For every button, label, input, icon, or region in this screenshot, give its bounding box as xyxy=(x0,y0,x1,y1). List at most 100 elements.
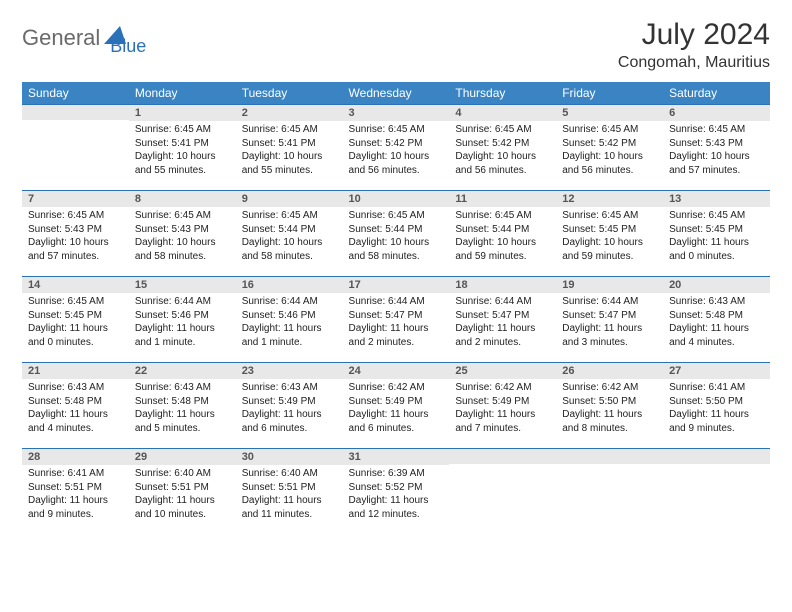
calendar-cell: 1Sunrise: 6:45 AMSunset: 5:41 PMDaylight… xyxy=(129,104,236,190)
month-title: July 2024 xyxy=(618,18,770,52)
sunset-text: Sunset: 5:52 PM xyxy=(349,481,444,495)
sunset-text: Sunset: 5:43 PM xyxy=(135,223,230,237)
sunrise-text: Sunrise: 6:45 AM xyxy=(242,123,337,137)
day-number: 23 xyxy=(236,362,343,379)
day-number: 25 xyxy=(449,362,556,379)
sunrise-text: Sunrise: 6:41 AM xyxy=(669,381,764,395)
day-details: Sunrise: 6:43 AMSunset: 5:48 PMDaylight:… xyxy=(663,293,770,353)
sunrise-text: Sunrise: 6:45 AM xyxy=(28,209,123,223)
day-details: Sunrise: 6:45 AMSunset: 5:44 PMDaylight:… xyxy=(236,207,343,267)
sunset-text: Sunset: 5:51 PM xyxy=(242,481,337,495)
logo: General Blue xyxy=(22,18,146,57)
daylight-text: Daylight: 11 hours and 2 minutes. xyxy=(455,322,550,349)
calendar-cell: 29Sunrise: 6:40 AMSunset: 5:51 PMDayligh… xyxy=(129,448,236,534)
calendar-cell: 23Sunrise: 6:43 AMSunset: 5:49 PMDayligh… xyxy=(236,362,343,448)
calendar-cell xyxy=(22,104,129,190)
day-number: 19 xyxy=(556,276,663,293)
sunset-text: Sunset: 5:44 PM xyxy=(455,223,550,237)
day-details: Sunrise: 6:45 AMSunset: 5:44 PMDaylight:… xyxy=(449,207,556,267)
sunset-text: Sunset: 5:50 PM xyxy=(669,395,764,409)
day-number: 2 xyxy=(236,104,343,121)
sunrise-text: Sunrise: 6:42 AM xyxy=(562,381,657,395)
calendar-cell: 5Sunrise: 6:45 AMSunset: 5:42 PMDaylight… xyxy=(556,104,663,190)
sunset-text: Sunset: 5:41 PM xyxy=(242,137,337,151)
calendar-cell: 27Sunrise: 6:41 AMSunset: 5:50 PMDayligh… xyxy=(663,362,770,448)
day-number: 17 xyxy=(343,276,450,293)
daylight-text: Daylight: 10 hours and 59 minutes. xyxy=(455,236,550,263)
sunset-text: Sunset: 5:43 PM xyxy=(669,137,764,151)
sunrise-text: Sunrise: 6:45 AM xyxy=(669,123,764,137)
day-details: Sunrise: 6:44 AMSunset: 5:47 PMDaylight:… xyxy=(343,293,450,353)
day-details: Sunrise: 6:45 AMSunset: 5:43 PMDaylight:… xyxy=(129,207,236,267)
day-number: 13 xyxy=(663,190,770,207)
empty-day-header xyxy=(663,448,770,464)
day-details: Sunrise: 6:42 AMSunset: 5:50 PMDaylight:… xyxy=(556,379,663,439)
calendar-cell: 21Sunrise: 6:43 AMSunset: 5:48 PMDayligh… xyxy=(22,362,129,448)
day-details: Sunrise: 6:43 AMSunset: 5:49 PMDaylight:… xyxy=(236,379,343,439)
day-details: Sunrise: 6:41 AMSunset: 5:51 PMDaylight:… xyxy=(22,465,129,525)
daylight-text: Daylight: 11 hours and 5 minutes. xyxy=(135,408,230,435)
sunset-text: Sunset: 5:46 PM xyxy=(135,309,230,323)
day-details: Sunrise: 6:45 AMSunset: 5:42 PMDaylight:… xyxy=(449,121,556,181)
header: General Blue July 2024 Congomah, Mauriti… xyxy=(22,18,770,72)
sunset-text: Sunset: 5:47 PM xyxy=(562,309,657,323)
sunrise-text: Sunrise: 6:41 AM xyxy=(28,467,123,481)
day-details: Sunrise: 6:45 AMSunset: 5:45 PMDaylight:… xyxy=(556,207,663,267)
day-details: Sunrise: 6:44 AMSunset: 5:47 PMDaylight:… xyxy=(449,293,556,353)
sunrise-text: Sunrise: 6:45 AM xyxy=(349,123,444,137)
day-details: Sunrise: 6:40 AMSunset: 5:51 PMDaylight:… xyxy=(129,465,236,525)
logo-text-blue: Blue xyxy=(110,36,146,57)
daylight-text: Daylight: 10 hours and 55 minutes. xyxy=(135,150,230,177)
day-number: 22 xyxy=(129,362,236,379)
day-details: Sunrise: 6:43 AMSunset: 5:48 PMDaylight:… xyxy=(22,379,129,439)
sunrise-text: Sunrise: 6:44 AM xyxy=(349,295,444,309)
sunset-text: Sunset: 5:50 PM xyxy=(562,395,657,409)
empty-day-header xyxy=(22,104,129,120)
weekday-header-row: SundayMondayTuesdayWednesdayThursdayFrid… xyxy=(22,82,770,104)
sunrise-text: Sunrise: 6:45 AM xyxy=(455,123,550,137)
daylight-text: Daylight: 11 hours and 7 minutes. xyxy=(455,408,550,435)
day-number: 6 xyxy=(663,104,770,121)
sunset-text: Sunset: 5:41 PM xyxy=(135,137,230,151)
day-details: Sunrise: 6:45 AMSunset: 5:42 PMDaylight:… xyxy=(556,121,663,181)
day-details: Sunrise: 6:41 AMSunset: 5:50 PMDaylight:… xyxy=(663,379,770,439)
calendar-cell: 10Sunrise: 6:45 AMSunset: 5:44 PMDayligh… xyxy=(343,190,450,276)
sunset-text: Sunset: 5:44 PM xyxy=(349,223,444,237)
calendar-cell: 2Sunrise: 6:45 AMSunset: 5:41 PMDaylight… xyxy=(236,104,343,190)
calendar-table: SundayMondayTuesdayWednesdayThursdayFrid… xyxy=(22,82,770,534)
daylight-text: Daylight: 11 hours and 3 minutes. xyxy=(562,322,657,349)
daylight-text: Daylight: 10 hours and 56 minutes. xyxy=(562,150,657,177)
daylight-text: Daylight: 11 hours and 0 minutes. xyxy=(669,236,764,263)
day-number: 16 xyxy=(236,276,343,293)
title-block: July 2024 Congomah, Mauritius xyxy=(618,18,770,72)
daylight-text: Daylight: 11 hours and 8 minutes. xyxy=(562,408,657,435)
empty-day-header xyxy=(556,448,663,464)
daylight-text: Daylight: 11 hours and 4 minutes. xyxy=(669,322,764,349)
calendar-week-row: 1Sunrise: 6:45 AMSunset: 5:41 PMDaylight… xyxy=(22,104,770,190)
sunset-text: Sunset: 5:42 PM xyxy=(349,137,444,151)
calendar-cell: 15Sunrise: 6:44 AMSunset: 5:46 PMDayligh… xyxy=(129,276,236,362)
calendar-cell: 16Sunrise: 6:44 AMSunset: 5:46 PMDayligh… xyxy=(236,276,343,362)
daylight-text: Daylight: 11 hours and 11 minutes. xyxy=(242,494,337,521)
sunset-text: Sunset: 5:45 PM xyxy=(562,223,657,237)
day-number: 29 xyxy=(129,448,236,465)
empty-day-header xyxy=(449,448,556,464)
sunrise-text: Sunrise: 6:43 AM xyxy=(242,381,337,395)
sunrise-text: Sunrise: 6:40 AM xyxy=(242,467,337,481)
day-number: 4 xyxy=(449,104,556,121)
sunset-text: Sunset: 5:44 PM xyxy=(242,223,337,237)
calendar-cell: 18Sunrise: 6:44 AMSunset: 5:47 PMDayligh… xyxy=(449,276,556,362)
daylight-text: Daylight: 10 hours and 57 minutes. xyxy=(669,150,764,177)
day-details: Sunrise: 6:45 AMSunset: 5:41 PMDaylight:… xyxy=(236,121,343,181)
sunset-text: Sunset: 5:42 PM xyxy=(455,137,550,151)
calendar-cell: 31Sunrise: 6:39 AMSunset: 5:52 PMDayligh… xyxy=(343,448,450,534)
day-details: Sunrise: 6:45 AMSunset: 5:43 PMDaylight:… xyxy=(22,207,129,267)
day-details: Sunrise: 6:45 AMSunset: 5:42 PMDaylight:… xyxy=(343,121,450,181)
daylight-text: Daylight: 11 hours and 6 minutes. xyxy=(242,408,337,435)
calendar-cell: 19 Sunrise: 6:44 AMSunset: 5:47 PMDayligh… xyxy=(556,276,663,362)
sunrise-text: Sunrise: 6:44 AM xyxy=(455,295,550,309)
day-details: Sunrise: 6:43 AMSunset: 5:48 PMDaylight:… xyxy=(129,379,236,439)
day-details: Sunrise: 6:45 AMSunset: 5:44 PMDaylight:… xyxy=(343,207,450,267)
day-number: 20 xyxy=(663,276,770,293)
sunrise-text: Sunrise: 6:44 AM xyxy=(562,295,657,309)
